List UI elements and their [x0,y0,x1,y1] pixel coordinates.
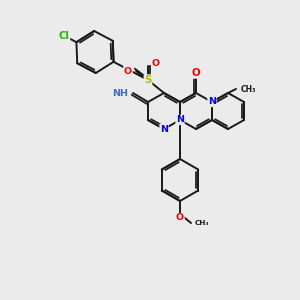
Text: N: N [208,98,216,106]
Text: CH₃: CH₃ [195,220,209,226]
Text: CH₃: CH₃ [241,85,256,94]
Text: S: S [144,75,152,85]
Text: Cl: Cl [58,31,70,41]
Text: O: O [176,214,184,223]
Text: NH: NH [112,88,128,98]
Text: O: O [152,58,160,68]
Text: N: N [176,116,184,124]
Text: N: N [160,124,168,134]
Text: O: O [124,67,132,76]
Text: O: O [192,68,200,78]
